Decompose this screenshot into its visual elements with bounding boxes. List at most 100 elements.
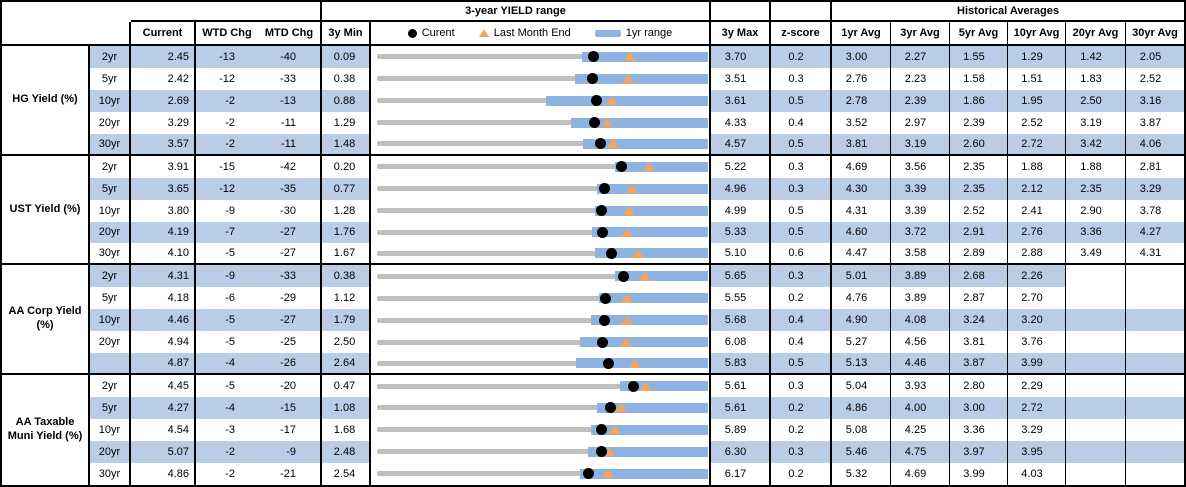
avg-cell: 1.88	[1008, 155, 1066, 178]
avg-cell: 2.26	[1008, 265, 1066, 288]
group-label: HG Yield (%)	[2, 46, 90, 156]
max-3y-cell: 5.68	[711, 309, 771, 332]
avg-cell: 3.58	[891, 243, 950, 266]
range-track-3y	[377, 98, 706, 104]
avg-cell	[1066, 287, 1126, 310]
min-3y-cell: 2.48	[322, 440, 371, 463]
range-track-3y	[377, 54, 706, 60]
range-bar-1yr	[590, 424, 708, 435]
last-month-triangle	[621, 74, 634, 84]
range-bar-1yr	[582, 51, 708, 62]
z-score-cell: 0.4	[771, 331, 832, 354]
last-month-triangle	[638, 271, 651, 281]
avg-cell: 2.91	[950, 221, 1008, 244]
range-chart-cell	[371, 155, 711, 178]
avg-cell: 2.70	[1008, 287, 1066, 310]
current-cell: 4.27	[131, 397, 196, 419]
avg-cell	[1126, 309, 1184, 332]
range-chart-cell	[371, 375, 711, 397]
z-score-cell: 0.2	[771, 462, 832, 485]
wtd-chg-cell: -4	[196, 397, 259, 419]
min-3y-cell: 2.54	[322, 462, 371, 485]
avg-cell: 4.47	[832, 243, 891, 266]
range-bar-1yr	[596, 402, 708, 413]
avg-cell: 3.29	[1008, 418, 1066, 441]
current-cell: 2.42	[131, 67, 196, 90]
avg-cell: 2.81	[1139, 160, 1162, 173]
avg-cell	[1066, 309, 1126, 332]
avg-cell: 1.95	[1008, 89, 1066, 112]
tenor-cell: 5yr	[90, 287, 131, 310]
max-3y-cell: 5.89	[711, 418, 771, 441]
min-3y-cell: 0.88	[322, 89, 371, 112]
col-header-wtd-chg: WTD Chg	[202, 27, 252, 39]
avg-cell: 2.52	[1008, 111, 1066, 134]
current-cell: 3.80	[131, 199, 196, 222]
avg-cell: 2.80	[950, 375, 1008, 397]
wtd-chg-cell: -2	[196, 440, 259, 463]
avg-cell: 2.05	[1126, 46, 1184, 68]
range-track-3y	[377, 317, 706, 323]
tenor-cell: 20yr	[90, 440, 131, 463]
tenor-cell: 10yr	[90, 309, 131, 332]
avg-cell: 3.29	[1126, 177, 1184, 200]
range-chart-cell	[371, 309, 711, 332]
range-chart-cell	[371, 440, 711, 463]
avg-cell: 2.35	[1066, 177, 1126, 200]
last-month-triangle	[619, 337, 632, 347]
z-score-cell: 0.3	[771, 265, 832, 288]
avg-cell: 3.97	[950, 440, 1008, 463]
current-dot	[595, 138, 607, 150]
max-3y-cell: 5.22	[711, 155, 771, 178]
avg-cell: 1.55	[950, 46, 1008, 68]
range-bar-1yr	[615, 161, 708, 172]
last-month-triangle-icon	[478, 29, 489, 37]
avg-cell: 3.42	[1066, 133, 1126, 156]
range-track-3y	[377, 141, 706, 147]
avg-cell: 3.19	[891, 133, 950, 156]
avg-cell: 2.39	[950, 111, 1008, 134]
avg-cell	[1126, 397, 1184, 419]
avg-cell	[1126, 265, 1184, 287]
mtd-chg-cell: -29	[259, 287, 322, 310]
range-bar-1yr	[619, 381, 708, 392]
z-score-cell: 0.5	[771, 221, 832, 244]
last-month-triangle	[624, 52, 637, 62]
header-blank-above-changes	[131, 2, 322, 22]
avg-cell: 3.72	[891, 221, 950, 244]
range-track-3y	[377, 427, 706, 433]
wtd-chg-cell: -5	[196, 243, 259, 266]
avg-cell: 2.97	[891, 111, 950, 134]
range-track-3y	[377, 250, 706, 256]
max-3y-cell: 4.99	[711, 199, 771, 222]
current-cell: 4.46	[131, 309, 196, 332]
range-chart-cell	[371, 89, 711, 112]
avg-cell: 3.39	[891, 199, 950, 222]
current-cell: 4.45	[131, 375, 196, 397]
last-month-triangle	[622, 206, 635, 216]
mtd-chg-cell: -9	[259, 440, 322, 463]
max-3y-cell: 3.51	[711, 67, 771, 90]
range-chart-cell	[371, 133, 711, 156]
last-month-triangle	[621, 293, 634, 303]
avg-cell: 4.00	[891, 397, 950, 419]
min-3y-cell: 1.12	[322, 287, 371, 310]
range-track-3y	[377, 164, 706, 170]
z-score-cell: 0.3	[771, 177, 832, 200]
range-chart-cell	[371, 265, 711, 288]
avg-cell: 5.04	[832, 375, 891, 397]
min-3y-cell: 1.68	[322, 418, 371, 441]
range-chart-cell	[371, 177, 711, 200]
range-chart-cell	[371, 397, 711, 419]
range-chart-cell	[371, 111, 711, 134]
avg-cell: 3.89	[891, 287, 950, 310]
col-header-3y-min: 3y Min	[322, 22, 371, 46]
current-dot	[590, 95, 602, 107]
current-cell: 3.29	[131, 111, 196, 134]
wtd-chg-cell: -9	[225, 204, 235, 217]
last-month-triangle	[601, 469, 614, 479]
z-score-cell: 0.2	[771, 287, 832, 310]
range-chart-cell	[371, 287, 711, 310]
avg-cell: 2.35	[950, 177, 1008, 200]
current-dot	[627, 380, 639, 392]
